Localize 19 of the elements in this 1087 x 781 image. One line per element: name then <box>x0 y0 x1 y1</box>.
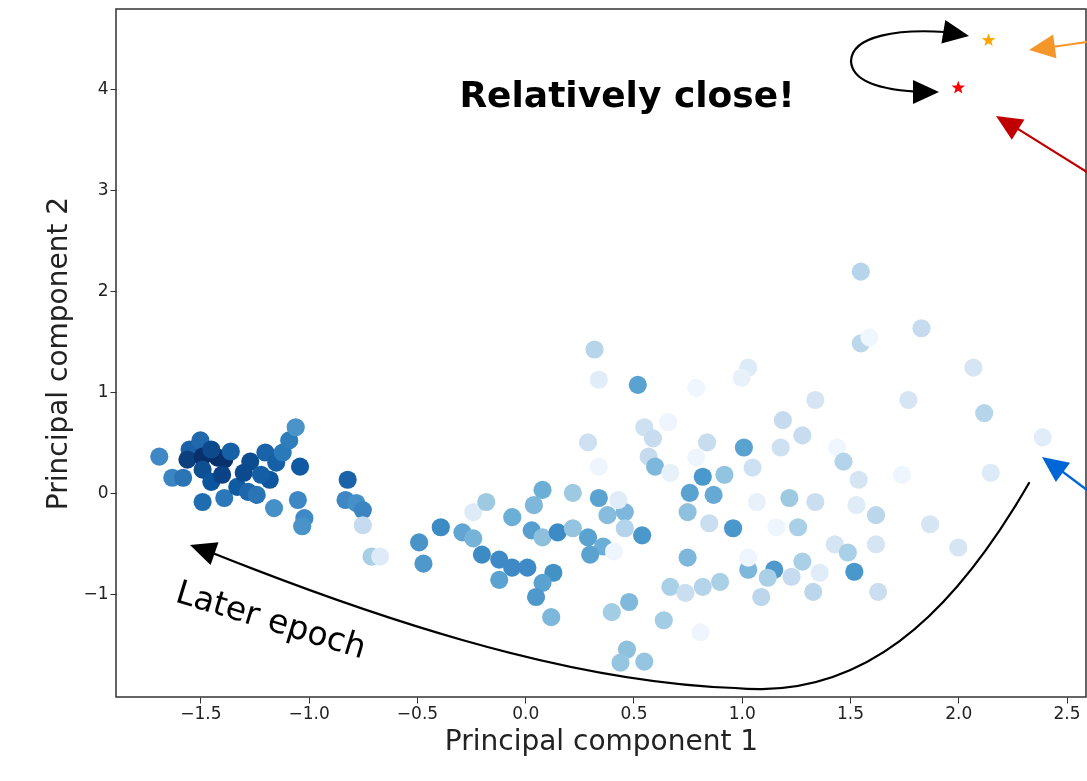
x-tick-label: −1.0 <box>288 702 330 723</box>
y-tick-label: 3 <box>97 179 109 200</box>
x-tick-label: 2.0 <box>945 702 973 723</box>
x-tick-label: 1.0 <box>728 702 756 723</box>
x-tick-label: 1.5 <box>836 702 865 723</box>
annotation: Relatively close! <box>459 74 795 115</box>
annotation: Later epoch <box>171 571 371 667</box>
x-tick-label: 2.5 <box>1053 702 1081 723</box>
y-tick-label: 0 <box>97 482 109 503</box>
y-axis-title: Principal component 2 <box>41 196 75 511</box>
y-tick-label: −1 <box>83 583 109 604</box>
y-tick-label: 2 <box>97 280 109 301</box>
x-tick-label: −1.5 <box>180 702 222 723</box>
y-tick-label: 4 <box>97 78 109 99</box>
x-tick-label: 0.5 <box>620 702 648 723</box>
x-axis-title: Principal component 1 <box>444 723 759 757</box>
x-tick-label: −0.5 <box>396 702 439 723</box>
x-tick-label: 0.0 <box>512 702 540 723</box>
y-tick-label: 1 <box>97 381 109 402</box>
